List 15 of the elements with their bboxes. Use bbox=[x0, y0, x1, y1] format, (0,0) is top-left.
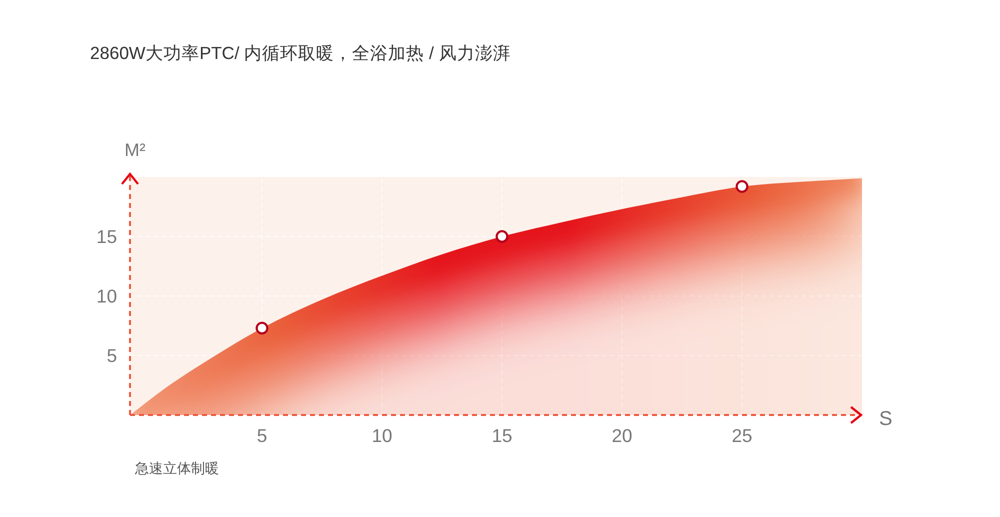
title: 2860W大功率PTC/ 内循环取暖，全浴加热 / 风力澎湃 bbox=[90, 43, 511, 63]
x-tick-label: 5 bbox=[256, 425, 268, 446]
x-tick-label: 20 bbox=[612, 425, 632, 446]
point bbox=[736, 180, 748, 193]
y-tick-label: 15 bbox=[96, 226, 117, 247]
y-tick-label: 10 bbox=[96, 286, 117, 306]
ylabel: M² bbox=[124, 140, 146, 160]
xlabel: S bbox=[879, 408, 892, 430]
x-tick-label: 15 bbox=[492, 425, 512, 446]
point bbox=[256, 322, 268, 334]
y-tick-label: 5 bbox=[106, 345, 117, 366]
point bbox=[496, 230, 508, 243]
x-tick-label: 10 bbox=[372, 425, 392, 446]
annotation: 急速立体制暖 bbox=[135, 460, 219, 476]
x-tick-label: 25 bbox=[732, 425, 752, 446]
